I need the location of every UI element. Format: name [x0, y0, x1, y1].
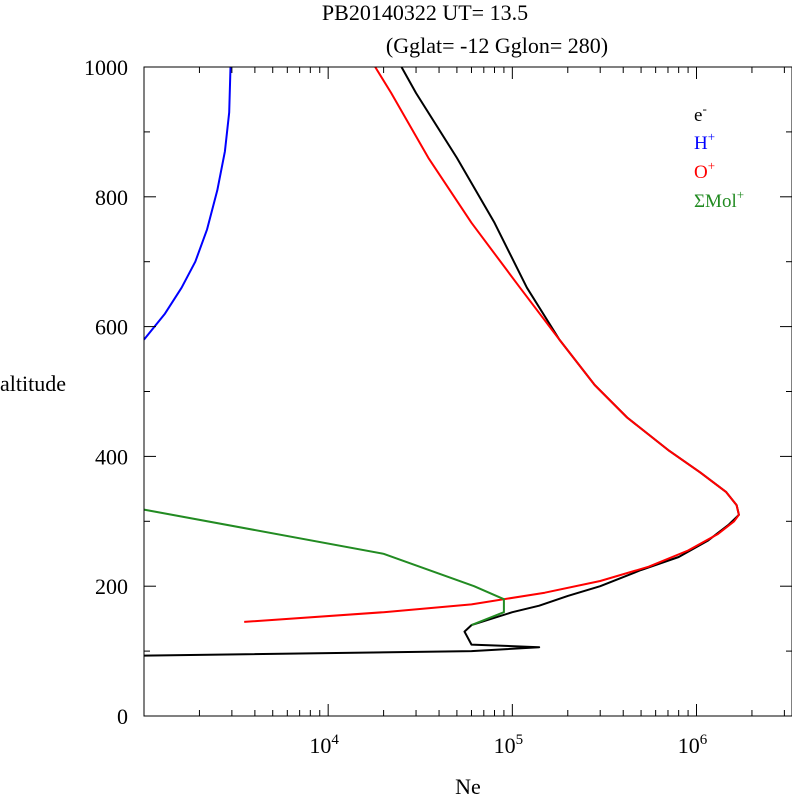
legend-entry: ΣMol+ — [694, 187, 744, 212]
series-line-2 — [244, 66, 740, 623]
y-tick-label: 400 — [95, 444, 128, 469]
chart-title-line1: PB20140322 UT= 13.5 — [322, 0, 528, 25]
legend-entry: H+ — [694, 129, 715, 154]
legend-entry: e- — [694, 101, 707, 126]
legend: e- H+ O+ ΣMol+ — [694, 101, 744, 212]
y-axis-label: altitude — [0, 371, 66, 396]
y-tick-label: 200 — [95, 574, 128, 599]
y-tick-label: 800 — [95, 185, 128, 210]
series-line-1 — [143, 66, 232, 341]
x-tick-label: 106 — [678, 732, 708, 758]
axis-layer: 0 200 400 600 800 1000 104 105 106 — [84, 55, 792, 758]
x-tick-label: 105 — [494, 732, 523, 758]
chart-title-line2: (Gglat= -12 Gglon= 280) — [386, 33, 608, 58]
y-tick-label: 1000 — [84, 55, 128, 80]
legend-entry: O+ — [694, 158, 715, 183]
x-axis-label: Ne — [455, 774, 481, 796]
y-tick-label: 600 — [95, 315, 128, 340]
series-layer — [143, 66, 740, 657]
y-tick-label: 0 — [117, 704, 128, 729]
x-tick-label: 104 — [309, 732, 339, 758]
series-line-3 — [143, 508, 505, 627]
